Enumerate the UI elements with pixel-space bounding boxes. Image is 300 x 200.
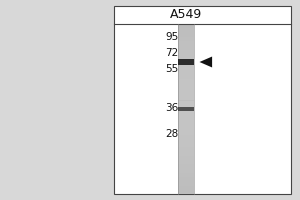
- Bar: [178, 113, 194, 117]
- Text: 95: 95: [165, 32, 178, 42]
- Polygon shape: [200, 57, 212, 67]
- Bar: [178, 134, 194, 139]
- Bar: [178, 37, 194, 41]
- Bar: [178, 147, 194, 152]
- Text: 36: 36: [165, 103, 178, 113]
- Bar: [114, 6, 291, 194]
- Text: 72: 72: [165, 48, 178, 58]
- Bar: [178, 24, 194, 28]
- Bar: [178, 41, 194, 45]
- Bar: [178, 107, 194, 111]
- Bar: [178, 62, 194, 66]
- Bar: [178, 109, 194, 113]
- Bar: [178, 130, 194, 134]
- Bar: [178, 160, 194, 164]
- Bar: [178, 173, 194, 177]
- Bar: [178, 181, 194, 186]
- Bar: [178, 101, 194, 105]
- Bar: [178, 156, 194, 160]
- Bar: [178, 186, 194, 190]
- Text: 55: 55: [165, 64, 178, 74]
- Bar: [178, 164, 194, 168]
- Bar: [178, 177, 194, 181]
- Bar: [178, 24, 194, 194]
- Bar: [178, 75, 194, 79]
- Bar: [178, 84, 194, 88]
- Bar: [178, 49, 194, 54]
- Bar: [178, 45, 194, 49]
- Bar: [178, 152, 194, 156]
- Bar: [178, 117, 194, 122]
- Bar: [178, 139, 194, 143]
- Bar: [178, 105, 194, 109]
- Bar: [178, 28, 194, 32]
- Bar: [178, 59, 194, 65]
- Bar: [178, 126, 194, 130]
- Bar: [178, 66, 194, 71]
- Bar: [178, 54, 194, 58]
- Bar: [178, 79, 194, 84]
- Text: 28: 28: [165, 129, 178, 139]
- Bar: [178, 190, 194, 194]
- Bar: [178, 88, 194, 92]
- Bar: [178, 32, 194, 37]
- Bar: [178, 96, 194, 100]
- Bar: [178, 122, 194, 126]
- Bar: [178, 71, 194, 75]
- Text: A549: A549: [170, 8, 202, 21]
- Bar: [178, 92, 194, 96]
- Bar: [178, 143, 194, 147]
- Bar: [178, 168, 194, 173]
- Bar: [178, 58, 194, 62]
